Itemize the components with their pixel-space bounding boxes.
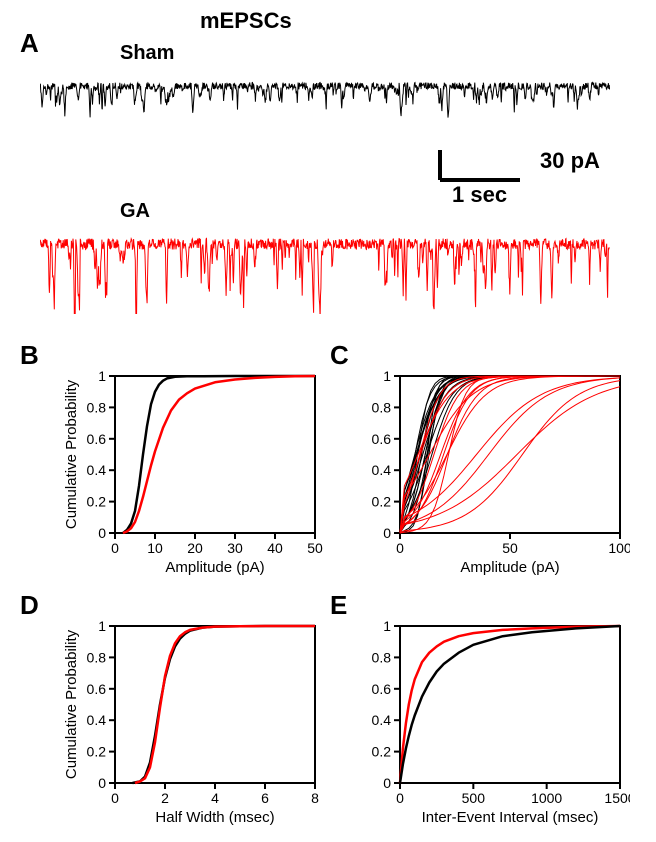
- trace-sham: [40, 68, 610, 138]
- svg-text:0: 0: [383, 775, 391, 791]
- svg-text:0.6: 0.6: [372, 431, 392, 447]
- svg-text:1: 1: [383, 618, 391, 634]
- svg-text:0: 0: [98, 525, 106, 541]
- svg-text:30: 30: [227, 540, 243, 556]
- svg-text:1: 1: [98, 368, 106, 384]
- svg-text:Cumulative Probability: Cumulative Probability: [63, 379, 80, 529]
- svg-text:0.4: 0.4: [372, 462, 392, 478]
- svg-text:0.8: 0.8: [87, 649, 107, 665]
- svg-text:Half Width (msec): Half Width (msec): [155, 809, 274, 826]
- scalebar-x-label: 1 sec: [452, 182, 507, 208]
- svg-text:Cumulative Probability: Cumulative Probability: [63, 629, 80, 779]
- trace-ga: [40, 224, 610, 314]
- panel-label-e: E: [330, 590, 347, 621]
- chart-d: 0 2 4 6 8 0 0.2 0.4 0.6 0.8 1 Half Width (msec) Cumu…: [60, 618, 325, 828]
- chart-c: 0 50 100 0 0.2 0.4 0.6 0.8 1 Amplitude (pA): [365, 368, 630, 578]
- svg-text:0: 0: [396, 540, 404, 556]
- svg-text:4: 4: [211, 790, 219, 806]
- svg-text:50: 50: [502, 540, 518, 556]
- svg-text:0.2: 0.2: [87, 744, 107, 760]
- scalebar-y-label: 30 pA: [540, 148, 600, 174]
- svg-text:0.8: 0.8: [372, 649, 392, 665]
- svg-text:1: 1: [98, 618, 106, 634]
- svg-text:1: 1: [383, 368, 391, 384]
- svg-text:0.6: 0.6: [372, 681, 392, 697]
- svg-text:0: 0: [98, 775, 106, 791]
- chart-b: 0 10 20 30 40 50 0 0.2 0.4 0.6 0.8 1 Amplitude (pA) C…: [60, 368, 325, 578]
- svg-text:0.8: 0.8: [372, 399, 392, 415]
- svg-text:500: 500: [462, 790, 486, 806]
- svg-text:0: 0: [111, 540, 119, 556]
- svg-text:40: 40: [267, 540, 283, 556]
- svg-text:0.2: 0.2: [372, 494, 392, 510]
- panel-label-a: A: [20, 28, 39, 59]
- svg-text:0: 0: [396, 790, 404, 806]
- svg-text:8: 8: [311, 790, 319, 806]
- panel-label-b: B: [20, 340, 39, 371]
- svg-text:Amplitude (pA): Amplitude (pA): [460, 559, 559, 576]
- figure-title: mEPSCs: [200, 8, 292, 34]
- trace-sham-label: Sham: [120, 42, 174, 65]
- panel-label-d: D: [20, 590, 39, 621]
- svg-text:100: 100: [608, 540, 630, 556]
- svg-text:Inter-Event Interval (msec): Inter-Event Interval (msec): [422, 809, 599, 826]
- svg-text:0.4: 0.4: [372, 712, 392, 728]
- panel-label-c: C: [330, 340, 349, 371]
- trace-ga-label: GA: [120, 200, 150, 223]
- svg-text:0.4: 0.4: [87, 462, 107, 478]
- svg-text:0.8: 0.8: [87, 399, 107, 415]
- svg-text:0.6: 0.6: [87, 681, 107, 697]
- svg-text:2: 2: [161, 790, 169, 806]
- svg-text:10: 10: [147, 540, 163, 556]
- svg-text:1000: 1000: [531, 790, 562, 806]
- svg-text:20: 20: [187, 540, 203, 556]
- svg-text:50: 50: [307, 540, 323, 556]
- svg-text:Amplitude (pA): Amplitude (pA): [165, 559, 264, 576]
- svg-text:0: 0: [111, 790, 119, 806]
- svg-text:1500: 1500: [604, 790, 630, 806]
- svg-text:0.2: 0.2: [87, 494, 107, 510]
- chart-e: 0 500 1000 1500 0 0.2 0.4 0.6 0.8 1 Inter-Event In…: [365, 618, 630, 828]
- svg-text:0.4: 0.4: [87, 712, 107, 728]
- figure-root: mEPSCs A Sham 30 pA 1 sec GA B 010203040…: [0, 0, 656, 842]
- svg-text:6: 6: [261, 790, 269, 806]
- svg-text:0.2: 0.2: [372, 744, 392, 760]
- svg-text:0.6: 0.6: [87, 431, 107, 447]
- svg-text:0: 0: [383, 525, 391, 541]
